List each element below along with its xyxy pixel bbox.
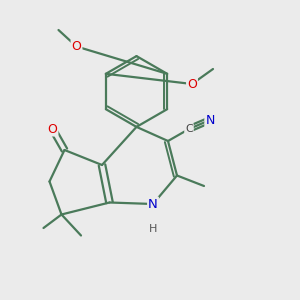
Text: H: H <box>149 224 157 235</box>
Text: C: C <box>185 124 193 134</box>
Text: O: O <box>187 77 197 91</box>
Text: O: O <box>72 40 81 53</box>
Text: N: N <box>148 197 158 211</box>
Text: N: N <box>205 113 215 127</box>
Text: O: O <box>48 122 57 136</box>
